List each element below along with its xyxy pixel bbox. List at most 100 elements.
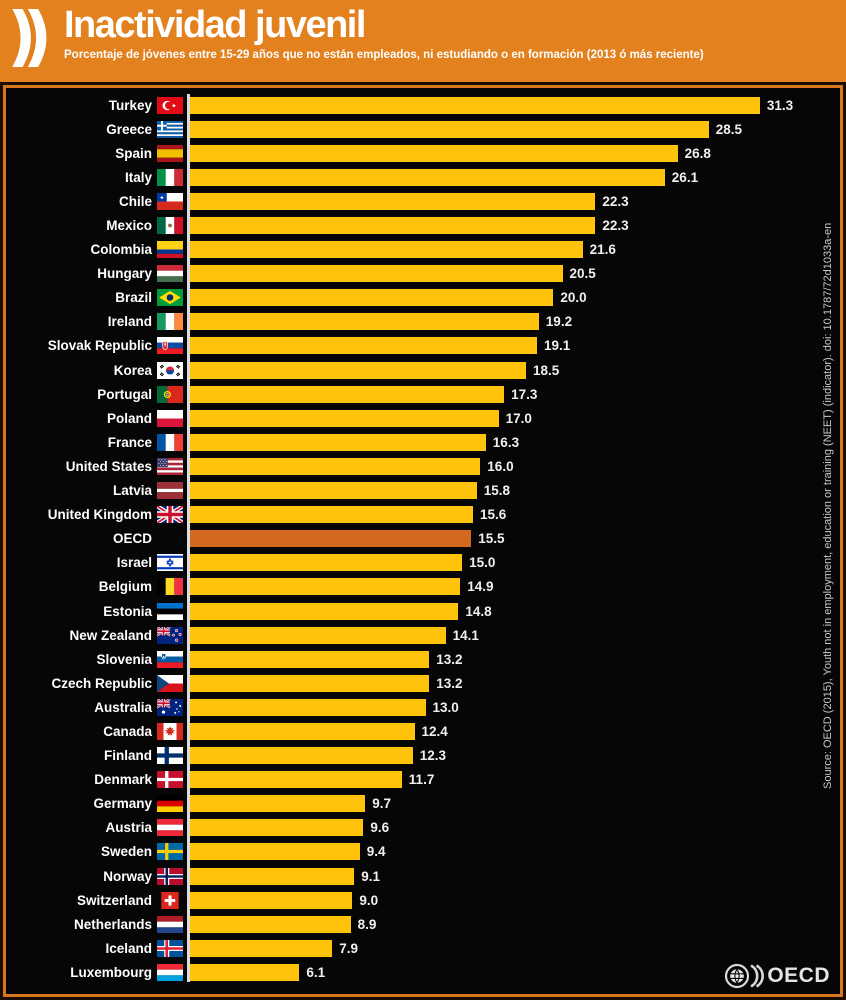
value-label: 22.3 (602, 218, 629, 234)
country-label: Korea (113, 362, 152, 378)
chart-row: Czech Republic 13.2 (6, 671, 840, 695)
country-label: Colombia (90, 242, 152, 258)
chart-row: Chile 22.3 (6, 189, 840, 213)
fi-flag-icon (157, 747, 183, 765)
ee-flag-icon (157, 602, 183, 620)
bar (188, 265, 563, 283)
lv-flag-icon (157, 482, 183, 500)
footer-logo-text: OECD (767, 964, 830, 987)
value-label: 9.0 (359, 892, 379, 908)
chart-row: Italy 26.1 (6, 165, 840, 189)
dk-flag-icon (157, 771, 183, 789)
us-flag-icon (157, 457, 183, 475)
chart-row: Switzerland 9.0 (6, 888, 840, 912)
country-label: Austria (105, 820, 152, 836)
value-label: 31.3 (766, 97, 794, 113)
value-label: 15.0 (469, 555, 496, 571)
chart-row: United Kingdom 15.6 (6, 503, 840, 527)
country-label: Hungary (97, 266, 152, 282)
gr-flag-icon (157, 120, 183, 138)
value-label: 26.8 (684, 145, 711, 161)
country-label: Slovenia (96, 651, 152, 667)
header: Inactividad juvenil Porcentaje de jóvene… (0, 0, 846, 82)
se-flag-icon (157, 843, 183, 861)
cl-flag-icon (157, 192, 183, 210)
chart-row: Korea 18.5 (6, 358, 840, 382)
chart-row: Israel 15.0 (6, 551, 840, 575)
co-flag-icon (157, 241, 183, 259)
nl-flag-icon (157, 915, 183, 933)
at-flag-icon (157, 819, 183, 837)
chart-row: Spain 26.8 (6, 141, 840, 165)
bar (188, 192, 596, 210)
bar (188, 626, 446, 644)
no-flag-icon (157, 867, 183, 885)
value-label: 15.8 (483, 483, 510, 499)
chart-row: Hungary 20.5 (6, 262, 840, 286)
country-label: Canada (103, 723, 152, 739)
chart-row: Norway 9.1 (6, 864, 840, 888)
value-label: 28.5 (715, 121, 742, 137)
de-flag-icon (157, 795, 183, 813)
country-label: Australia (94, 699, 152, 715)
highlight-bar (188, 530, 472, 548)
sk-flag-icon (157, 337, 183, 355)
page-subtitle: Porcentaje de jóvenes entre 15-29 años q… (64, 49, 704, 61)
value-label: 9.1 (361, 868, 381, 884)
value-label: 18.5 (533, 362, 560, 378)
value-label: 19.2 (545, 314, 573, 330)
value-label: 9.7 (372, 796, 391, 812)
bar (188, 168, 665, 186)
bar (188, 144, 678, 162)
bar (188, 722, 415, 740)
ch-flag-icon (157, 891, 183, 909)
country-label: Poland (106, 410, 152, 426)
country-label: Belgium (98, 579, 152, 595)
ca-flag-icon (157, 722, 183, 740)
country-label: Mexico (106, 218, 152, 234)
bar (188, 385, 505, 403)
nz-flag-icon (157, 626, 183, 644)
country-label: Ireland (107, 314, 152, 330)
bar (188, 120, 709, 138)
chart-row: Slovenia 13.2 (6, 647, 840, 671)
bar (188, 506, 473, 524)
bar (188, 96, 760, 114)
bar (188, 795, 366, 813)
bar-chart: Turkey 31.3 Greece 28.5 Spain 26.8 Italy 26.1 Ch… (6, 88, 840, 994)
value-label: 9.6 (370, 820, 390, 836)
value-label: 17.3 (511, 386, 538, 402)
country-label: Greece (106, 121, 152, 137)
chart-row: Turkey 31.3 (6, 93, 840, 117)
si-flag-icon (157, 650, 183, 668)
value-label: 21.6 (589, 242, 616, 258)
hu-flag-icon (157, 265, 183, 283)
bar (188, 409, 499, 427)
bar (188, 843, 360, 861)
chart-row: Netherlands 8.9 (6, 912, 840, 936)
country-label: Latvia (112, 483, 152, 499)
lu-flag-icon (157, 963, 183, 981)
oecd-globe-logo-icon (725, 963, 765, 989)
chart-row: United States 16.0 (6, 454, 840, 478)
ie-flag-icon (157, 313, 183, 331)
axis-line (187, 94, 190, 982)
bar (188, 650, 430, 668)
country-label: Norway (103, 868, 152, 884)
chart-row: Denmark 11.7 (6, 768, 840, 792)
value-label: 16.0 (487, 458, 514, 474)
fr-flag-icon (157, 433, 183, 451)
value-label: 9.4 (366, 844, 386, 860)
country-label: Luxembourg (70, 964, 152, 980)
value-label: 12.3 (419, 748, 446, 764)
country-label: Switzerland (76, 892, 152, 908)
chart-row: Belgium 14.9 (6, 575, 840, 599)
value-label: 22.3 (602, 193, 629, 209)
value-label: 14.8 (465, 603, 492, 619)
chart-row: Estonia 14.8 (6, 599, 840, 623)
es-flag-icon (157, 144, 183, 162)
it-flag-icon (157, 168, 183, 186)
is-flag-icon (157, 939, 183, 957)
il-flag-icon (157, 554, 183, 572)
value-label: 15.5 (478, 531, 505, 547)
